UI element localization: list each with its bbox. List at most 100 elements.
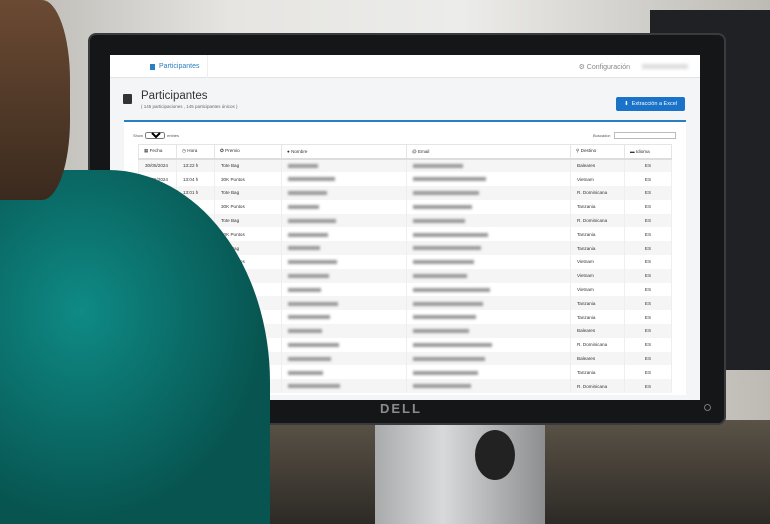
blurred-name bbox=[288, 370, 323, 375]
blurred-email bbox=[413, 177, 486, 182]
page-length-select[interactable]: 100 bbox=[145, 132, 166, 139]
col-premio[interactable]: ✪ Premio bbox=[214, 144, 282, 160]
search: Buscador: bbox=[593, 132, 676, 139]
col-label: Premio bbox=[225, 148, 240, 154]
cell-destino: Vietnam bbox=[570, 282, 625, 297]
blurred-name bbox=[288, 260, 337, 265]
cell-email bbox=[406, 213, 571, 228]
export-label: Extracción a Excel bbox=[631, 101, 677, 107]
cell-email bbox=[406, 255, 571, 269]
blurred-email bbox=[413, 370, 478, 375]
cell-destino: Tanzania bbox=[570, 199, 625, 214]
user-menu[interactable] bbox=[642, 64, 688, 69]
cell-nombre bbox=[281, 241, 407, 256]
cell-idioma: ES bbox=[624, 351, 672, 366]
blurred-name bbox=[288, 356, 331, 361]
cell-destino: Baleares bbox=[570, 351, 625, 366]
col-email[interactable]: @ Email bbox=[406, 144, 571, 160]
cell-idioma: ES bbox=[624, 310, 672, 325]
page-length: Show 100 entries bbox=[133, 132, 179, 139]
cell-hora: 13:04 h bbox=[176, 172, 215, 187]
page-subtitle: ( 145 participaciones , 145 participante… bbox=[141, 104, 238, 109]
cell-nombre bbox=[281, 172, 407, 187]
cell-idioma: ES bbox=[624, 199, 672, 214]
blurred-name bbox=[288, 384, 340, 389]
contacts-icon bbox=[123, 94, 132, 104]
cell-destino: R. Dominicana bbox=[570, 379, 625, 394]
participants-icon bbox=[150, 63, 155, 70]
blurred-email bbox=[413, 356, 485, 361]
cell-idioma: ES bbox=[624, 337, 672, 352]
cell-destino: Tanzania bbox=[570, 310, 625, 325]
page-title: Participantes bbox=[141, 90, 208, 102]
table-row[interactable]: 30/05/2024 13:22 h Tote Bag Baleares ES bbox=[138, 158, 672, 173]
cell-nombre bbox=[281, 199, 407, 214]
cell-idioma: ES bbox=[624, 186, 672, 200]
cell-destino: R. Dominicana bbox=[570, 337, 625, 352]
cell-email bbox=[406, 268, 571, 283]
blurred-name bbox=[288, 287, 321, 292]
cell-hora: 13:22 h bbox=[176, 158, 215, 173]
cell-email bbox=[406, 172, 571, 187]
cell-fecha: 30/05/2024 bbox=[138, 158, 177, 173]
col-destino[interactable]: ⚲ Destino bbox=[570, 144, 625, 160]
gear-icon: ⚙ bbox=[578, 64, 587, 71]
blurred-name bbox=[288, 232, 328, 237]
blurred-name bbox=[288, 246, 320, 251]
cell-idioma: ES bbox=[624, 227, 672, 242]
cell-premio: Tote Bag bbox=[214, 158, 282, 173]
blurred-name bbox=[288, 315, 330, 320]
cell-email bbox=[406, 199, 571, 214]
blurred-name bbox=[288, 164, 318, 169]
cell-email bbox=[406, 365, 571, 380]
cell-idioma: ES bbox=[624, 255, 672, 269]
cell-email bbox=[406, 186, 571, 200]
col-idioma[interactable]: ▬ Idioma bbox=[624, 144, 672, 160]
cell-nombre bbox=[281, 296, 407, 311]
col-nombre[interactable]: ● Nombre bbox=[281, 144, 407, 160]
cell-email bbox=[406, 227, 571, 242]
cell-email bbox=[406, 337, 571, 352]
cell-destino: Vietnam bbox=[570, 268, 625, 283]
blurred-name bbox=[288, 218, 336, 223]
col-label: Email bbox=[417, 148, 430, 154]
blurred-email bbox=[413, 232, 488, 237]
export-excel-button[interactable]: ⬇ Extracción a Excel bbox=[616, 97, 685, 111]
table-row[interactable]: 30/05/2024 13:04 h 30K Puntos Vietnam ES bbox=[138, 172, 672, 187]
cell-nombre bbox=[281, 186, 407, 200]
col-hora[interactable]: ◷ Hora bbox=[176, 144, 215, 160]
monitor-logo: DELL bbox=[380, 401, 422, 416]
cell-idioma: ES bbox=[624, 268, 672, 283]
cell-destino: R. Dominicana bbox=[570, 186, 625, 200]
blurred-name bbox=[288, 205, 319, 210]
cell-destino: Baleares bbox=[570, 158, 625, 173]
cell-premio: Tote Bag bbox=[214, 213, 282, 228]
blurred-email bbox=[413, 191, 479, 196]
table-row[interactable]: 30/05/2024 13:01 h Tote Bag R. Dominican… bbox=[138, 213, 672, 228]
cell-idioma: ES bbox=[624, 241, 672, 256]
cell-email bbox=[406, 296, 571, 311]
cell-destino: Vietnam bbox=[570, 172, 625, 187]
cell-destino: Tanzania bbox=[570, 241, 625, 256]
cell-destino: R. Dominicana bbox=[570, 213, 625, 228]
search-input[interactable] bbox=[614, 132, 676, 139]
nav-participants[interactable]: Participantes bbox=[142, 55, 209, 78]
nav-settings-label: Configuración bbox=[586, 64, 630, 71]
table-row[interactable]: 30/05/2024 13:01 h Tote Bag R. Dominican… bbox=[138, 186, 672, 200]
nav-settings[interactable]: ⚙ Configuración bbox=[579, 63, 630, 71]
cell-destino: Tanzania bbox=[570, 296, 625, 311]
blurred-email bbox=[413, 384, 471, 389]
cell-email bbox=[406, 158, 571, 173]
search-label: Buscador: bbox=[592, 133, 611, 138]
cell-premio: Tote Bag bbox=[214, 186, 282, 200]
show-label: Show bbox=[133, 133, 144, 138]
power-button[interactable] bbox=[704, 404, 711, 411]
table-row[interactable]: 30/05/2024 13:01 h 30K Puntos Tanzania E… bbox=[138, 199, 672, 214]
cell-nombre bbox=[281, 365, 407, 380]
cell-destino: Vietnam bbox=[570, 255, 625, 269]
entries-label: entries bbox=[167, 133, 180, 138]
blurred-email bbox=[413, 205, 472, 210]
blurred-email bbox=[413, 329, 469, 334]
col-fecha[interactable]: ▦ Fecha bbox=[138, 144, 177, 160]
blurred-email bbox=[413, 343, 492, 348]
